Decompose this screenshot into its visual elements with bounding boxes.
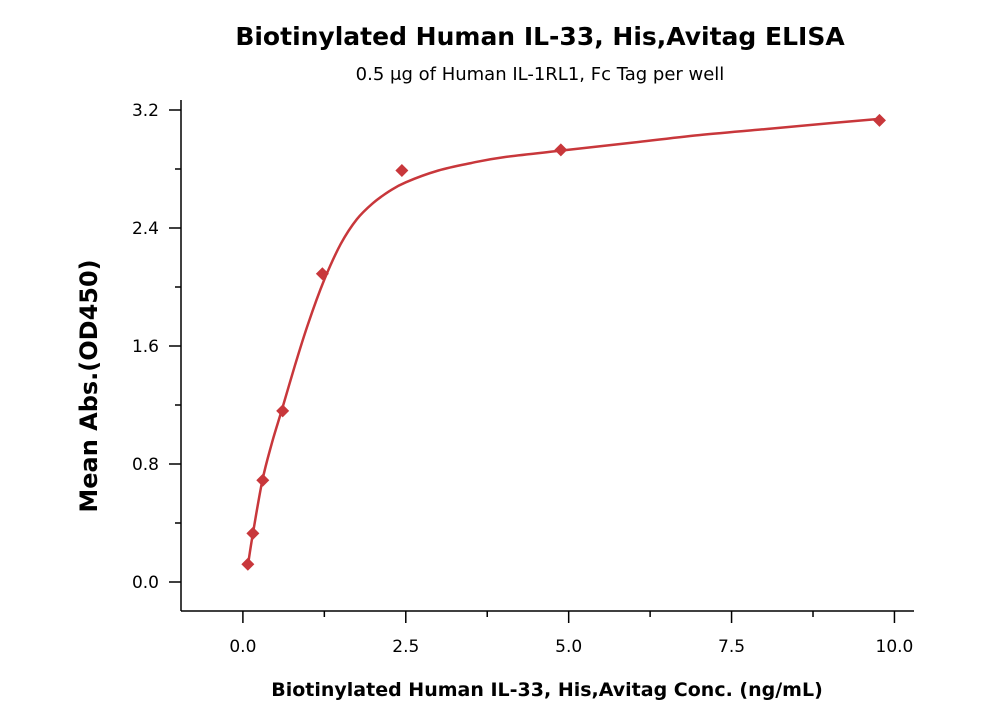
data-point [395,163,409,177]
data-point [315,267,329,281]
x-tick-label: 5.0 [555,637,582,657]
y-axis-label: Mean Abs.(OD450) [75,259,103,512]
y-tick-label: 0.8 [132,455,159,475]
y-ticks: 0.0 0.8 1.6 2.4 3.2 [132,101,181,593]
data-points [241,113,886,571]
axes [180,100,914,612]
data-point [256,473,270,487]
x-axis-label: Biotinylated Human IL-33, His,Avitag Con… [271,679,823,701]
data-point [276,404,290,418]
x-tick-label: 0.0 [229,637,256,657]
x-tick-label: 7.5 [718,637,745,657]
y-tick-label: 0.0 [132,573,159,593]
fit-curve [246,117,880,567]
x-tick-label: 2.5 [392,637,419,657]
x-tick-label: 10.0 [876,637,914,657]
y-tick-label: 1.6 [132,337,159,357]
data-point [554,143,568,157]
data-point [241,557,255,571]
x-ticks: 0.0 2.5 5.0 7.5 10.0 [229,611,913,657]
y-tick-label: 2.4 [132,219,159,239]
chart-subtitle: 0.5 μg of Human IL-1RL1, Fc Tag per well [356,64,725,85]
chart-title: Biotinylated Human IL-33, His,Avitag ELI… [235,22,845,51]
y-tick-label: 3.2 [132,101,159,121]
data-point [872,113,886,127]
data-point [246,526,260,540]
